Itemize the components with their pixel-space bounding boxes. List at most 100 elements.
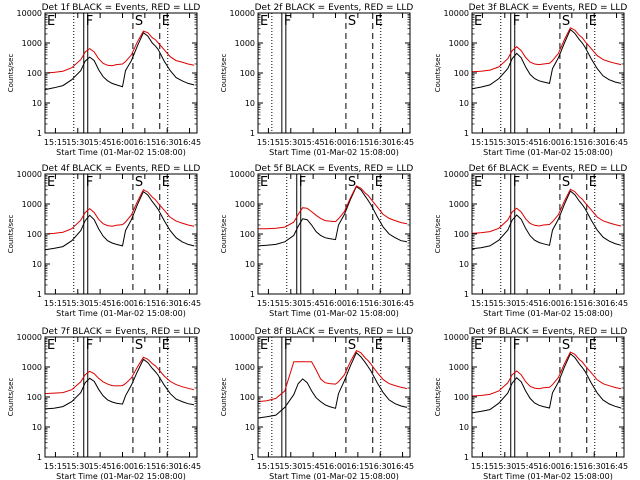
x-tick-label: 15:45 [89, 462, 112, 471]
y-tick-label: 10 [32, 260, 42, 269]
y-tick-label: 10000 [17, 170, 42, 179]
x-tick-label: 15:15 [44, 138, 67, 147]
panel-title: Det 4f BLACK = Events, RED = LLD [42, 164, 201, 174]
x-axis-label: Start Time (01-Mar-02 15:08:00) [56, 472, 186, 480]
y-tick-label: 10000 [17, 9, 42, 18]
marker-label: S [562, 338, 570, 353]
marker-label: E [162, 175, 170, 190]
x-tick-label: 15:45 [302, 299, 325, 308]
events-series-line [45, 190, 195, 251]
x-tick-label: 16:45 [605, 299, 628, 308]
y-axis-label: Counts/sec [434, 215, 442, 254]
marker-label: F [513, 338, 520, 353]
x-tick-label: 16:15 [560, 462, 583, 471]
x-tick-label: 15:15 [257, 299, 280, 308]
x-tick-label: 16:00 [324, 299, 347, 308]
marker-label: S [135, 338, 143, 353]
x-axis-label: Start Time (01-Mar-02 15:08:00) [269, 472, 399, 480]
x-tick-label: 15:30 [493, 462, 516, 471]
x-tick-label: 16:45 [178, 138, 201, 147]
lld-series-line [45, 356, 195, 395]
marker-label: F [513, 14, 520, 29]
marker-label: E [47, 175, 55, 190]
y-tick-label: 10 [245, 260, 255, 269]
marker-label: F [299, 175, 306, 190]
events-series-line [472, 28, 622, 90]
x-tick-label: 16:45 [391, 299, 414, 308]
x-tick-label: 15:15 [471, 462, 494, 471]
x-tick-label: 16:15 [560, 138, 583, 147]
x-tick-label: 16:45 [178, 462, 201, 471]
x-tick-label: 16:15 [346, 138, 369, 147]
lld-series-line [258, 185, 408, 230]
panel-title: Det 5f BLACK = Events, RED = LLD [255, 164, 414, 174]
lld-series-line [45, 189, 195, 235]
y-tick-label: 10 [32, 423, 42, 432]
marker-label: E [162, 338, 170, 353]
marker-label: S [562, 175, 570, 190]
y-tick-label: 1 [464, 453, 469, 462]
x-axis-label: Start Time (01-Mar-02 15:08:00) [56, 148, 186, 157]
y-tick-label: 1 [464, 129, 469, 138]
x-tick-label: 15:30 [66, 138, 89, 147]
y-tick-label: 10 [459, 260, 469, 269]
y-tick-label: 1 [250, 290, 255, 299]
plot-frame [471, 173, 625, 295]
y-tick-label: 10 [459, 99, 469, 108]
x-tick-label: 15:15 [44, 462, 67, 471]
y-tick-label: 10000 [444, 170, 469, 179]
lld-series-line [472, 351, 622, 397]
y-axis-label: Counts/sec [220, 378, 228, 417]
lld-series-line [45, 30, 195, 74]
x-tick-label: 15:15 [471, 138, 494, 147]
marker-label: E [589, 338, 597, 353]
marker-label: F [284, 338, 291, 353]
panel-title: Det 7f BLACK = Events, RED = LLD [42, 327, 201, 337]
y-tick-label: 1000 [235, 200, 255, 209]
x-tick-label: 15:15 [257, 138, 280, 147]
x-tick-label: 15:15 [471, 299, 494, 308]
y-tick-label: 10 [245, 423, 255, 432]
x-tick-label: 16:30 [583, 462, 606, 471]
marker-label: E [589, 14, 597, 29]
x-tick-label: 15:30 [279, 138, 302, 147]
x-tick-label: 16:00 [324, 462, 347, 471]
y-tick-label: 1 [37, 129, 42, 138]
x-tick-label: 16:45 [391, 462, 414, 471]
y-axis-label: Counts/sec [434, 378, 442, 417]
events-series-line [472, 352, 622, 414]
x-tick-label: 16:00 [538, 299, 561, 308]
y-axis-label: Counts/sec [7, 215, 15, 254]
marker-label: F [513, 175, 520, 190]
events-series-line [472, 190, 622, 250]
panel-title: Det 6f BLACK = Events, RED = LLD [469, 164, 628, 174]
y-axis-label: Counts/sec [220, 54, 228, 93]
x-tick-label: 16:30 [369, 462, 392, 471]
plot-frame [44, 12, 198, 134]
y-tick-label: 1000 [449, 39, 469, 48]
y-tick-label: 1000 [449, 363, 469, 372]
x-tick-label: 16:30 [583, 138, 606, 147]
x-tick-label: 16:15 [133, 462, 156, 471]
x-axis-label: Start Time (01-Mar-02 15:08:00) [483, 472, 613, 480]
y-tick-label: 1000 [449, 200, 469, 209]
x-tick-label: 16:45 [391, 138, 414, 147]
y-axis-label: Counts/sec [220, 215, 228, 254]
x-tick-label: 15:30 [493, 299, 516, 308]
marker-label: S [562, 14, 570, 29]
panel-title: Det 8f BLACK = Events, RED = LLD [255, 327, 414, 337]
x-tick-label: 16:45 [605, 138, 628, 147]
marker-label: S [348, 175, 356, 190]
y-tick-label: 1 [37, 290, 42, 299]
lld-series-line [472, 27, 622, 73]
x-tick-label: 15:45 [302, 138, 325, 147]
x-tick-label: 15:30 [279, 299, 302, 308]
marker-label: E [375, 14, 383, 29]
x-tick-label: 15:30 [66, 462, 89, 471]
x-tick-label: 16:00 [538, 462, 561, 471]
